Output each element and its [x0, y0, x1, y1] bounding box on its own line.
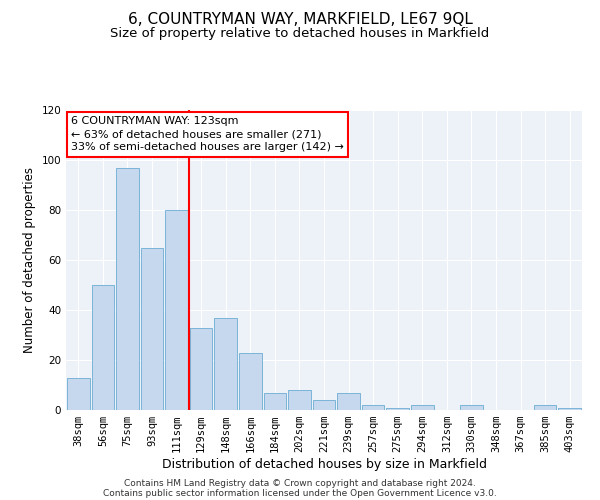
Text: 6 COUNTRYMAN WAY: 123sqm
← 63% of detached houses are smaller (271)
33% of semi-: 6 COUNTRYMAN WAY: 123sqm ← 63% of detach…: [71, 116, 344, 152]
Bar: [313, 400, 335, 410]
Bar: [214, 318, 237, 410]
Bar: [288, 390, 311, 410]
X-axis label: Distribution of detached houses by size in Markfield: Distribution of detached houses by size …: [161, 458, 487, 471]
Bar: [140, 248, 163, 410]
Text: Contains HM Land Registry data © Crown copyright and database right 2024.: Contains HM Land Registry data © Crown c…: [124, 478, 476, 488]
Bar: [411, 405, 434, 410]
Bar: [116, 168, 139, 410]
Bar: [337, 392, 360, 410]
Bar: [239, 352, 262, 410]
Bar: [460, 405, 483, 410]
Bar: [386, 408, 409, 410]
Text: Size of property relative to detached houses in Markfield: Size of property relative to detached ho…: [110, 28, 490, 40]
Bar: [190, 328, 212, 410]
Bar: [362, 405, 385, 410]
Bar: [559, 408, 581, 410]
Bar: [67, 378, 89, 410]
Bar: [165, 210, 188, 410]
Bar: [263, 392, 286, 410]
Bar: [534, 405, 556, 410]
Y-axis label: Number of detached properties: Number of detached properties: [23, 167, 36, 353]
Text: Contains public sector information licensed under the Open Government Licence v3: Contains public sector information licen…: [103, 488, 497, 498]
Bar: [92, 285, 114, 410]
Text: 6, COUNTRYMAN WAY, MARKFIELD, LE67 9QL: 6, COUNTRYMAN WAY, MARKFIELD, LE67 9QL: [128, 12, 472, 28]
